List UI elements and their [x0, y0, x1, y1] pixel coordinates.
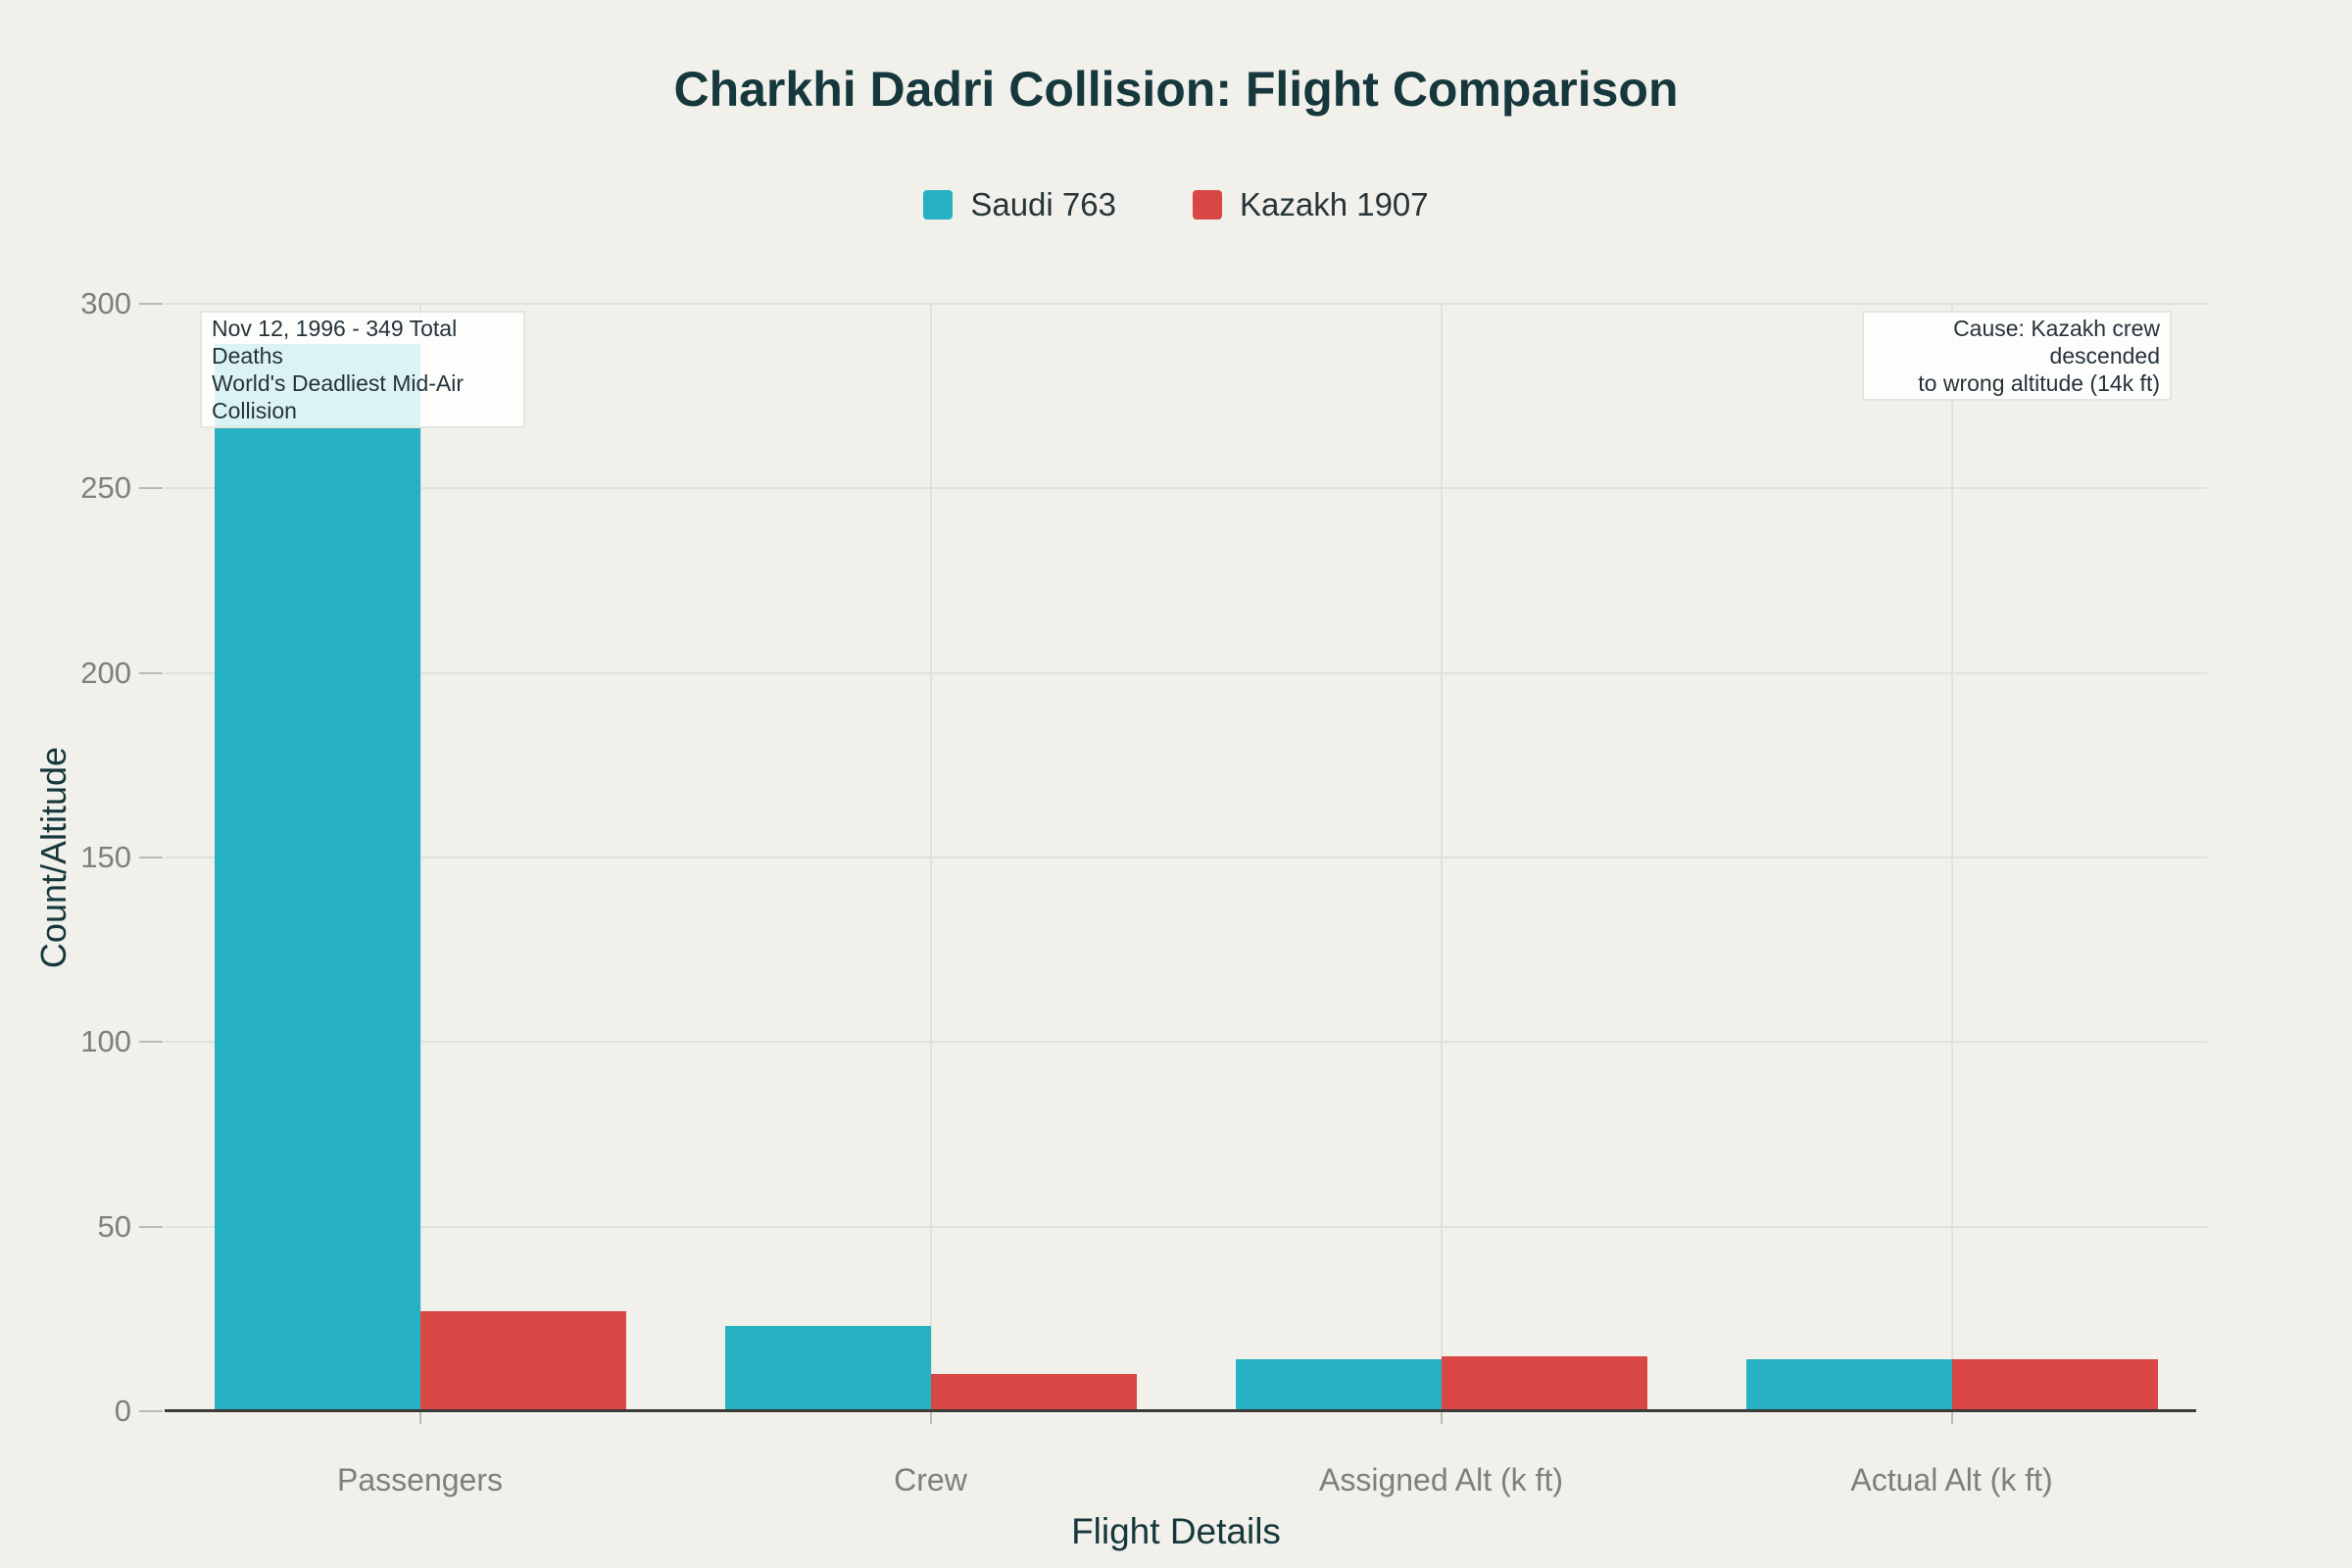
category-label: Crew — [894, 1462, 967, 1497]
y-gridline — [165, 1041, 2207, 1044]
x-axis-tick — [1440, 1412, 1443, 1424]
x-gridline — [1950, 304, 1953, 1411]
legend: Saudi 763 Kazakh 1907 — [0, 186, 2352, 223]
y-axis-tick — [139, 671, 163, 674]
y-axis-tick — [139, 303, 163, 305]
legend-swatch-kazakh-1907 — [1192, 190, 1222, 220]
y-axis-tick — [139, 1410, 163, 1412]
bar-kazakh-1907-actual-alt-k-ft[interactable] — [1951, 1359, 2158, 1411]
bar-saudi-763-passengers[interactable] — [214, 344, 420, 1411]
y-gridline — [165, 671, 2207, 674]
y-tick-label: 200 — [80, 655, 131, 690]
legend-item-kazakh-1907[interactable]: Kazakh 1907 — [1192, 186, 1429, 223]
x-axis-tick — [1950, 1412, 1953, 1424]
y-gridline — [165, 303, 2207, 305]
legend-label-kazakh-1907: Kazakh 1907 — [1239, 186, 1429, 222]
y-axis-tick — [139, 1041, 163, 1044]
chart-title: Charkhi Dadri Collision: Flight Comparis… — [673, 62, 1679, 117]
annotation-line: Nov 12, 1996 - 349 Total Deaths — [212, 316, 458, 368]
annotation-line: to wrong altitude (14k ft) — [1918, 370, 2160, 396]
y-tick-label: 300 — [80, 286, 131, 320]
annotation-line: World's Deadliest Mid-Air Collision — [212, 370, 465, 423]
y-axis-tick — [139, 1225, 163, 1228]
annotation-cause: Cause: Kazakh crew descended to wrong al… — [1862, 311, 2172, 401]
x-gridline — [418, 304, 421, 1411]
y-tick-label: 50 — [97, 1208, 131, 1244]
category-label: Actual Alt (k ft) — [1850, 1462, 2053, 1497]
bar-saudi-763-assigned-alt-k-ft[interactable] — [1235, 1359, 1442, 1411]
category-label: Passengers — [337, 1462, 503, 1497]
y-gridline — [165, 1225, 2207, 1228]
y-axis-tick — [139, 857, 163, 858]
category-label: Assigned Alt (k ft) — [1319, 1462, 1563, 1497]
x-axis-tick — [929, 1412, 932, 1424]
legend-swatch-saudi-763 — [923, 190, 954, 220]
bar-kazakh-1907-passengers[interactable] — [419, 1311, 626, 1411]
annotation-line: Cause: Kazakh crew descended — [1953, 316, 2160, 368]
y-gridline — [165, 487, 2207, 490]
x-axis-line — [165, 1409, 2196, 1412]
bar-kazakh-1907-crew[interactable] — [930, 1374, 1137, 1411]
y-tick-label: 100 — [80, 1024, 131, 1059]
bar-saudi-763-crew[interactable] — [724, 1326, 931, 1411]
legend-label-saudi-763: Saudi 763 — [970, 186, 1116, 222]
y-tick-label: 250 — [80, 470, 131, 506]
bar-saudi-763-actual-alt-k-ft[interactable] — [1745, 1359, 1952, 1411]
annotation-total-deaths: Nov 12, 1996 - 349 Total Deaths World's … — [200, 311, 525, 428]
legend-item-saudi-763[interactable]: Saudi 763 — [923, 186, 1116, 223]
y-tick-label: 150 — [80, 840, 131, 874]
x-gridline — [1440, 304, 1443, 1411]
x-axis-title: Flight Details — [1071, 1511, 1281, 1551]
x-axis-tick — [418, 1412, 421, 1424]
x-gridline — [929, 304, 932, 1411]
y-axis-tick — [139, 487, 163, 490]
y-tick-label: 0 — [114, 1394, 131, 1428]
bar-kazakh-1907-assigned-alt-k-ft[interactable] — [1441, 1355, 1647, 1411]
y-gridline — [165, 857, 2207, 858]
